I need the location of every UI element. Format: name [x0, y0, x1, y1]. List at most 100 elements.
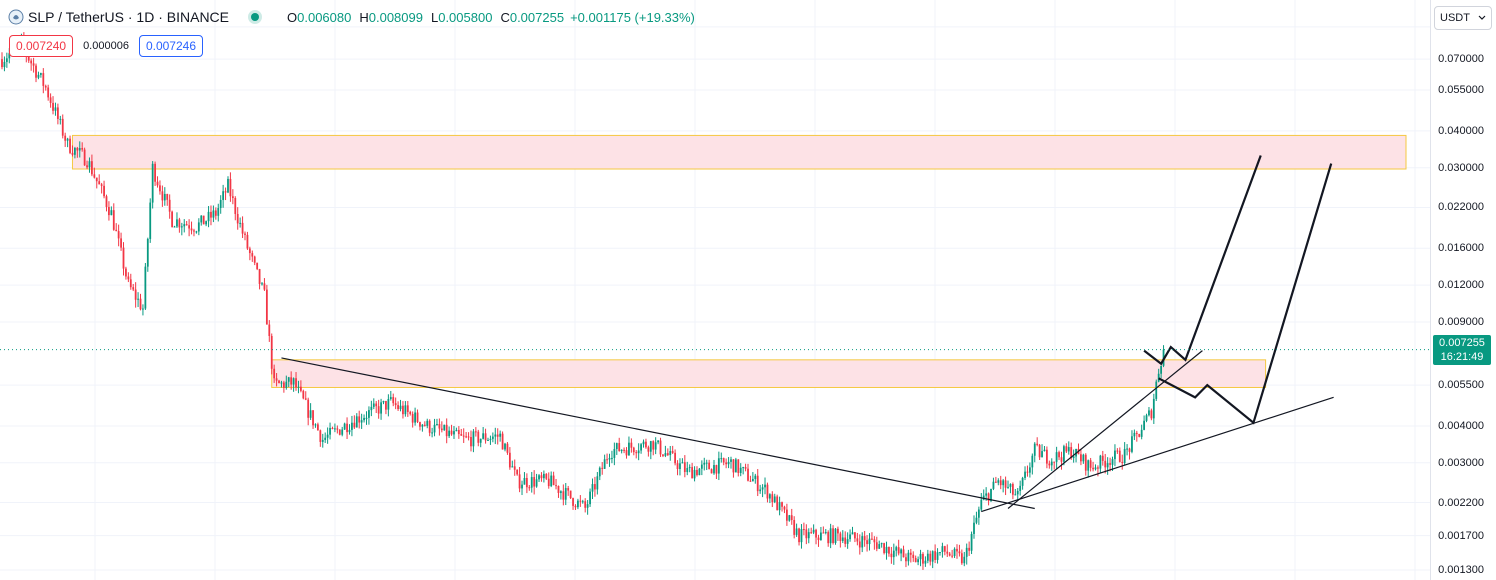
- candle-body: [851, 532, 854, 535]
- candle-body: [1019, 485, 1022, 491]
- candle-body: [508, 452, 511, 468]
- candle-body: [907, 552, 910, 562]
- candle-body: [499, 433, 502, 437]
- candle-body: [436, 424, 438, 426]
- candle-body: [586, 504, 589, 508]
- candle-body: [246, 234, 249, 249]
- price-tick-label: 0.009000: [1438, 316, 1484, 328]
- candle-body: [103, 185, 105, 197]
- candle-body: [190, 228, 193, 231]
- candle-body: [535, 479, 538, 487]
- candle-body: [494, 434, 497, 437]
- candle-body: [725, 462, 728, 465]
- candle-body: [924, 560, 927, 564]
- candle-body: [134, 289, 137, 300]
- candle-body: [700, 464, 703, 469]
- candle-body: [42, 73, 45, 86]
- candle-body: [93, 174, 96, 178]
- candle-body: [1121, 461, 1124, 463]
- candle-body: [1101, 455, 1104, 461]
- candle-body: [1033, 443, 1036, 456]
- candle-body: [810, 532, 813, 534]
- candle-body: [290, 377, 293, 385]
- candle-body: [812, 529, 815, 533]
- candle-body: [180, 226, 183, 228]
- candle-body: [858, 541, 861, 548]
- symbol-title[interactable]: SLP / TetherUS · 1D · BINANCE: [28, 9, 229, 25]
- candle-body: [241, 222, 244, 234]
- candle-body: [341, 429, 344, 435]
- candle-body: [5, 58, 8, 62]
- candle-body: [1, 59, 3, 68]
- candle-body: [144, 266, 147, 309]
- sell-button[interactable]: 0.007240: [9, 35, 74, 57]
- price-chart[interactable]: [0, 0, 1430, 580]
- candle-body: [931, 551, 934, 562]
- candle-body: [598, 467, 601, 477]
- candle-body: [256, 262, 259, 270]
- candle-body: [1011, 484, 1014, 495]
- currency-select[interactable]: USDT: [1434, 6, 1492, 30]
- buy-button[interactable]: 0.007246: [138, 35, 204, 57]
- candle-body: [564, 488, 567, 500]
- high-value: 0.008099: [368, 9, 423, 25]
- candle-body: [662, 454, 664, 456]
- candle-body: [659, 440, 662, 455]
- candle-body: [722, 458, 725, 463]
- candle-body: [581, 501, 584, 503]
- candle-body: [781, 502, 783, 507]
- candle-body: [125, 268, 127, 277]
- candle-body: [861, 536, 864, 548]
- candle-body: [1087, 460, 1090, 471]
- candle-body: [212, 210, 215, 218]
- candle-body: [567, 488, 570, 491]
- candle-body: [980, 499, 983, 510]
- candle-body: [450, 430, 453, 435]
- candle-body: [579, 500, 582, 502]
- candle-body: [195, 231, 198, 233]
- candle-body: [528, 487, 531, 489]
- candle-body: [324, 437, 327, 440]
- candle-body: [372, 403, 375, 407]
- candle-body: [1050, 461, 1053, 466]
- candle-body: [1099, 455, 1102, 469]
- candle-body: [78, 148, 81, 151]
- candle-body: [355, 416, 358, 428]
- candle-body: [542, 473, 545, 479]
- candle-body: [336, 428, 339, 430]
- candle-body: [1026, 471, 1029, 473]
- candle-body: [594, 484, 596, 490]
- candle-body: [975, 517, 978, 523]
- candle-body: [832, 528, 834, 543]
- candle-body: [914, 557, 917, 563]
- candle-body: [214, 210, 217, 216]
- candle-body: [137, 298, 139, 300]
- price-axis[interactable]: 0.0900000.0700000.0550000.0400000.030000…: [1430, 0, 1496, 580]
- candle-body: [319, 430, 322, 442]
- candle-body: [202, 215, 205, 225]
- candle-body: [161, 191, 164, 201]
- candle-body: [936, 552, 939, 560]
- candle-body: [219, 199, 222, 209]
- candle-body: [516, 469, 519, 475]
- candle-body: [982, 495, 985, 500]
- chart-area[interactable]: SLP / TetherUS · 1D · BINANCE O 0.006080 …: [0, 0, 1430, 580]
- candle-body: [1028, 467, 1031, 473]
- projection-path: [1158, 163, 1333, 425]
- slp-logo-icon: [8, 9, 24, 25]
- candle-body: [795, 528, 798, 535]
- price-tick-label: 0.002200: [1438, 496, 1484, 509]
- candle-body: [790, 515, 793, 520]
- candle-body: [892, 550, 895, 558]
- candle-body: [370, 406, 373, 411]
- candle-body: [368, 410, 370, 418]
- candle-body: [1133, 432, 1136, 437]
- candle-body: [285, 381, 288, 388]
- candle-body: [603, 459, 606, 469]
- candle-body: [448, 430, 451, 437]
- candle-body: [997, 480, 1000, 483]
- candle-body: [732, 459, 735, 473]
- candle-body: [66, 138, 69, 141]
- candle-body: [421, 424, 424, 427]
- candle-body: [163, 193, 166, 201]
